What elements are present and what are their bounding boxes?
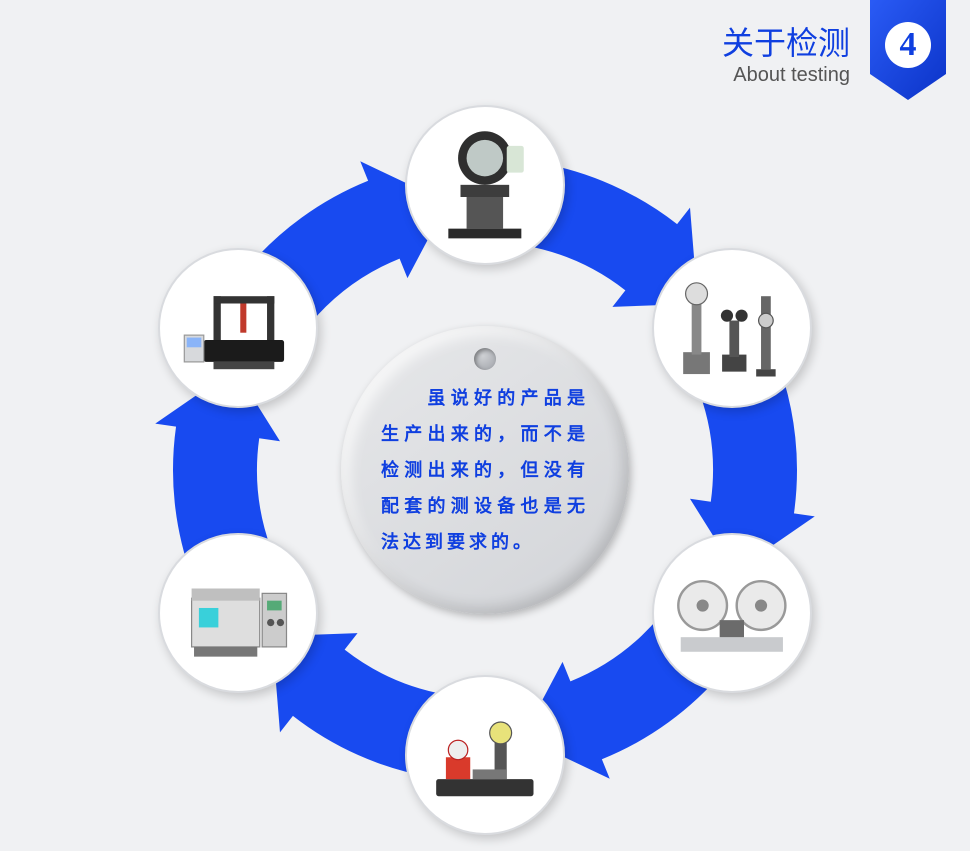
section-header: 关于检测 About testing xyxy=(722,18,850,87)
section-title-cn: 关于检测 xyxy=(722,18,850,64)
center-disc-hole xyxy=(474,348,496,370)
projector-icon xyxy=(424,124,546,246)
node-projector xyxy=(405,105,565,265)
node-concentricity xyxy=(405,675,565,835)
section-number-circle: 4 xyxy=(885,22,931,68)
node-salt-spray xyxy=(158,533,318,693)
center-disc: 虽说好的产品是生产出来的，而不是检测出来的，但没有配套的测设备也是无法达到要求的… xyxy=(341,326,629,614)
section-number: 4 xyxy=(900,26,917,64)
testing-cycle: 虽说好的产品是生产出来的，而不是检测出来的，但没有配套的测设备也是无法达到要求的… xyxy=(135,120,835,820)
cmm-icon xyxy=(177,267,299,389)
section-title-en: About testing xyxy=(722,64,850,87)
node-cmm xyxy=(158,248,318,408)
node-hardness xyxy=(652,248,812,408)
tape-reel-icon xyxy=(671,552,793,674)
hardness-icon xyxy=(671,267,793,389)
center-text: 虽说好的产品是生产出来的，而不是检测出来的，但没有配套的测设备也是无法达到要求的… xyxy=(381,380,589,560)
salt-spray-icon xyxy=(177,552,299,674)
node-tape-reel xyxy=(652,533,812,693)
concentricity-icon xyxy=(424,694,546,816)
section-badge: 4 xyxy=(870,0,946,100)
